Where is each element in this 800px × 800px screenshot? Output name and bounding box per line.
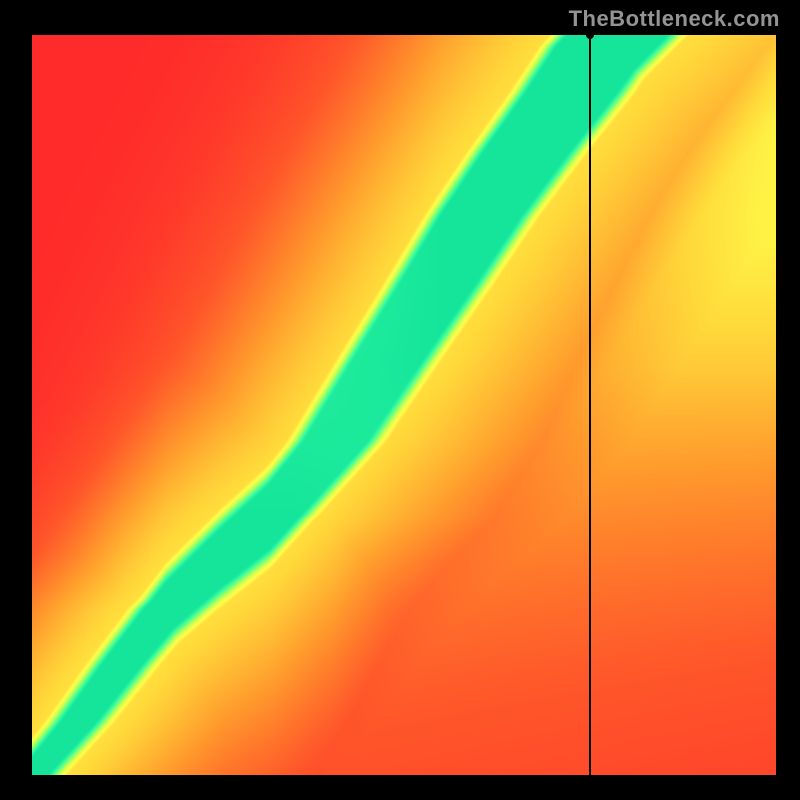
watermark-text: TheBottleneck.com [569, 6, 780, 32]
chart-container: { "watermark": { "text": "TheBottleneck.… [0, 0, 800, 800]
plot-area [32, 35, 776, 775]
vertical-reference-line [589, 35, 591, 775]
bottom-axis-tick [589, 775, 591, 784]
heatmap-canvas [32, 35, 776, 775]
top-marker-dot [586, 31, 594, 39]
